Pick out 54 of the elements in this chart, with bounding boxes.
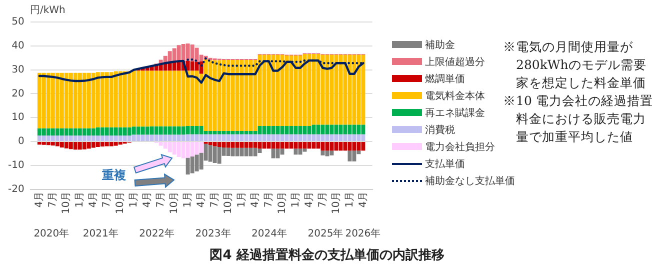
x-tick-label: 7月 <box>263 191 274 208</box>
x-tick-label: 10月 <box>222 191 234 214</box>
legend-label: 補助金 <box>425 38 455 52</box>
x-tick-label: 1月 <box>128 191 140 208</box>
x-tick-label: 1月 <box>290 191 302 208</box>
x-tick-label: 7月 <box>209 191 220 208</box>
legend-label: 支払単価 <box>425 158 465 170</box>
text: ※10 電力会社の経過措置料金における販売電力量で加重平均した値 <box>503 92 653 146</box>
y-axis-title: 円/kWh <box>30 4 66 17</box>
x-tick-label: 1月 <box>74 191 86 208</box>
x-tick-label: 7月 <box>101 191 112 208</box>
x-tick-label: 10月 <box>114 191 126 214</box>
y-tick-label: 0 <box>18 136 24 148</box>
x2-tick-label: 2023年 <box>195 228 231 240</box>
y-tick-label: 50 <box>12 16 24 28</box>
annotation: 重複 <box>102 167 126 184</box>
x-tick-label: 10月 <box>60 191 72 214</box>
y-tick-label: 20 <box>12 88 24 100</box>
y-tick-label: 30 <box>12 64 24 76</box>
x-tick-label: 10月 <box>330 191 342 214</box>
x-tick-label: 4月 <box>250 191 261 208</box>
x-tick-label: 1月 <box>236 191 248 208</box>
x-tick-label: 7月 <box>317 191 328 208</box>
x-tick-label: 1月 <box>344 191 356 208</box>
x2-tick-label: 2021年 <box>82 228 118 240</box>
legend-label: 消費税 <box>425 124 455 136</box>
legend-label: 上限値超過分 <box>425 56 485 68</box>
y-tick-label: -10 <box>8 160 24 171</box>
legend-label: 電気料金本体 <box>425 90 485 102</box>
x-tick-label: 4月 <box>34 191 46 208</box>
x-tick-label: 7月 <box>48 191 59 208</box>
x-tick-label: 4月 <box>358 191 369 208</box>
x-tick-label: 1月 <box>182 191 194 208</box>
y-tick-label: 10 <box>12 112 24 124</box>
legend-label: 再エネ賦課金 <box>425 106 485 120</box>
y-tick-label: -20 <box>8 184 24 195</box>
x-tick-label: 4月 <box>142 191 153 208</box>
x2-tick-label: 2020年 <box>34 228 70 240</box>
x-tick-label: 10月 <box>168 191 180 214</box>
x2-tick-label: 2022年 <box>139 228 175 240</box>
x-tick-label: 10月 <box>276 191 288 214</box>
x-tick-label: 7月 <box>155 191 166 208</box>
text: 図4 経過措置料金の支払単価の内訳推移 <box>208 247 446 264</box>
x2-tick-label: 2024年 <box>252 228 287 240</box>
text: ※電気の月間使用量が280kWhのモデル需要家を想定した料金単価 <box>503 38 648 92</box>
x-tick-label: 4月 <box>88 191 99 208</box>
x-tick-label: 4月 <box>304 191 315 208</box>
x-tick-label: 4月 <box>196 191 207 208</box>
legend-label: 補助金なし支払単価 <box>425 174 515 188</box>
y-tick-label: 40 <box>12 40 24 52</box>
legend-label: 燃調単価 <box>425 72 465 86</box>
legend-label: 電力会社負担分 <box>425 140 495 154</box>
x2-tick-label: 2026年 <box>345 228 381 240</box>
x2-tick-label: 2025年 <box>308 228 344 240</box>
